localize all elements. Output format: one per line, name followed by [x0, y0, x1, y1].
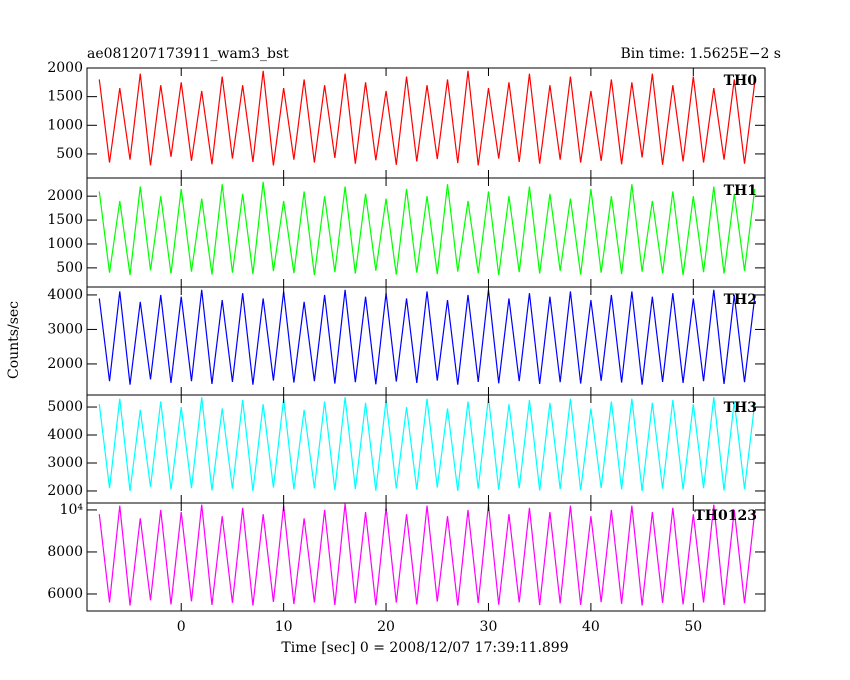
y-tick-label: 1500: [47, 212, 83, 228]
x-tick-label: 50: [684, 619, 702, 635]
x-tick-label: 30: [480, 619, 498, 635]
panel-label: TH0: [724, 73, 758, 89]
series-line: [98, 181, 756, 276]
y-tick-label: 2000: [47, 60, 83, 76]
x-tick-label: 20: [377, 619, 395, 635]
y-tick-label: 4000: [47, 287, 83, 303]
x-tick-label: 0: [177, 619, 186, 635]
y-tick-label: 4000: [47, 427, 83, 443]
y-tick-label: 3000: [47, 455, 83, 471]
y-axis-label: Counts/sec: [6, 301, 22, 379]
panel-label: TH3: [724, 400, 757, 416]
panel-frame: [86, 502, 766, 612]
y-tick-label: 1000: [47, 117, 83, 133]
x-tick-label: 10: [275, 619, 293, 635]
x-tick-label: 40: [582, 619, 600, 635]
y-tick-label: 10⁴: [60, 502, 84, 518]
y-tick-label: 6000: [47, 586, 83, 602]
panel-label: TH1: [724, 183, 757, 199]
y-tick-label: 5000: [47, 399, 83, 415]
chart-title: ae081207173911_wam3_bst: [87, 46, 289, 62]
series-line: [98, 289, 756, 385]
chart-subtitle: Bin time: 1.5625E−2 s: [620, 46, 781, 62]
panel-label: TH2: [724, 292, 757, 308]
series-line: [98, 397, 756, 492]
x-axis-label: Time [sec] 0 = 2008/12/07 17:39:11.899: [281, 640, 568, 656]
y-tick-label: 1500: [47, 89, 83, 105]
series-line: [98, 503, 756, 606]
y-tick-label: 500: [56, 146, 83, 162]
y-tick-label: 500: [56, 260, 83, 276]
y-tick-label: 8000: [47, 544, 83, 560]
y-tick-label: 2000: [47, 483, 83, 499]
y-tick-label: 1000: [47, 236, 83, 252]
y-tick-label: 2000: [47, 356, 83, 372]
y-tick-label: 2000: [47, 188, 83, 204]
y-tick-label: 3000: [47, 321, 83, 337]
series-line: [98, 70, 756, 166]
panel-label: TH0123: [694, 508, 757, 524]
